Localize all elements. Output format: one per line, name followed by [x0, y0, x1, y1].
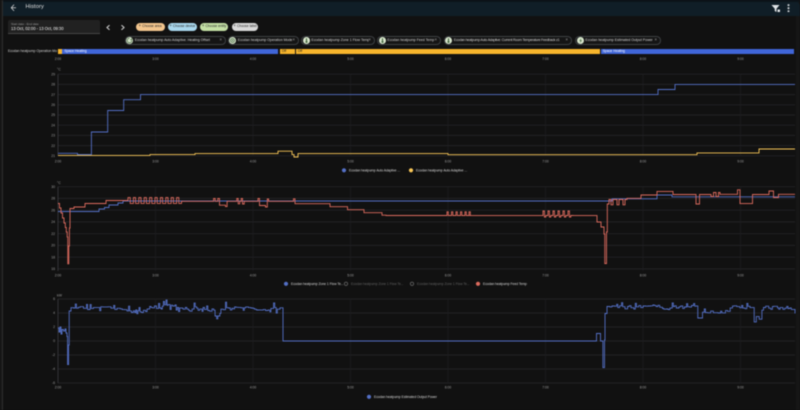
svg-text:9:00: 9:00: [737, 160, 744, 164]
svg-text:4: 4: [53, 311, 55, 315]
svg-text:23: 23: [51, 134, 55, 138]
svg-text:°C: °C: [57, 181, 61, 185]
svg-text:24: 24: [51, 220, 55, 224]
svg-text:2: 2: [53, 325, 55, 329]
svg-text:28: 28: [51, 197, 55, 201]
svg-text:30: 30: [51, 185, 55, 189]
svg-text:27: 27: [51, 93, 55, 97]
svg-text:26: 26: [51, 208, 55, 212]
svg-text:6:00: 6:00: [445, 386, 452, 390]
svg-text:8:00: 8:00: [640, 386, 647, 390]
svg-text:Ecodan heatpump Zone 1 Flow Te: Ecodan heatpump Zone 1 Flow Te...: [291, 282, 344, 286]
svg-text:25: 25: [51, 113, 55, 117]
svg-text:6:00: 6:00: [445, 274, 452, 278]
svg-text:kW: kW: [57, 294, 63, 298]
svg-text:5:00: 5:00: [347, 160, 354, 164]
svg-text:7:00: 7:00: [542, 274, 549, 278]
svg-text:7:00: 7:00: [542, 160, 549, 164]
svg-text:0: 0: [53, 339, 55, 343]
svg-text:22: 22: [51, 232, 55, 236]
svg-text:Ecodan heatpump Auto Adaptive: Ecodan heatpump Auto Adaptive ...: [349, 169, 400, 173]
svg-text:4:00: 4:00: [250, 386, 257, 390]
svg-text:7:00: 7:00: [542, 386, 549, 390]
svg-text:20: 20: [51, 244, 55, 248]
svg-text:4:00: 4:00: [250, 160, 257, 164]
svg-text:5:00: 5:00: [347, 386, 354, 390]
svg-text:°C: °C: [57, 68, 61, 72]
svg-text:2:00: 2:00: [55, 160, 62, 164]
svg-text:6: 6: [53, 297, 55, 301]
svg-text:-2: -2: [52, 353, 55, 357]
svg-text:3:00: 3:00: [152, 386, 159, 390]
svg-text:22: 22: [51, 144, 55, 148]
svg-text:9:00: 9:00: [737, 274, 744, 278]
svg-text:5:00: 5:00: [347, 274, 354, 278]
svg-text:-6: -6: [52, 381, 55, 385]
svg-text:Ecodan heatpump Zone 1 Flow Te: Ecodan heatpump Zone 1 Flow Te...: [351, 282, 404, 286]
svg-text:26: 26: [51, 103, 55, 107]
svg-text:8:00: 8:00: [640, 274, 647, 278]
svg-text:21: 21: [51, 154, 55, 158]
svg-text:4:00: 4:00: [250, 274, 257, 278]
svg-text:-4: -4: [52, 367, 55, 371]
svg-text:18: 18: [51, 255, 55, 259]
svg-text:29: 29: [51, 72, 55, 76]
svg-text:2:00: 2:00: [55, 386, 62, 390]
svg-text:16: 16: [51, 267, 55, 271]
svg-text:3:00: 3:00: [152, 160, 159, 164]
svg-text:2:00: 2:00: [55, 274, 62, 278]
svg-text:28: 28: [51, 83, 55, 87]
svg-text:Ecodan heatpump Zone 1 Flow Te: Ecodan heatpump Zone 1 Flow Te...: [417, 282, 470, 286]
svg-text:Ecodan heatpump Estimated Outp: Ecodan heatpump Estimated Output Power: [374, 395, 438, 399]
svg-text:8:00: 8:00: [640, 160, 647, 164]
svg-text:9:00: 9:00: [737, 386, 744, 390]
svg-text:6:00: 6:00: [445, 160, 452, 164]
svg-text:3:00: 3:00: [152, 274, 159, 278]
svg-text:Ecodan heatpump Feed Temp: Ecodan heatpump Feed Temp: [483, 282, 527, 286]
svg-text:Ecodan heatpump Auto Adaptive: Ecodan heatpump Auto Adaptive ...: [416, 169, 467, 173]
svg-text:24: 24: [51, 123, 55, 127]
